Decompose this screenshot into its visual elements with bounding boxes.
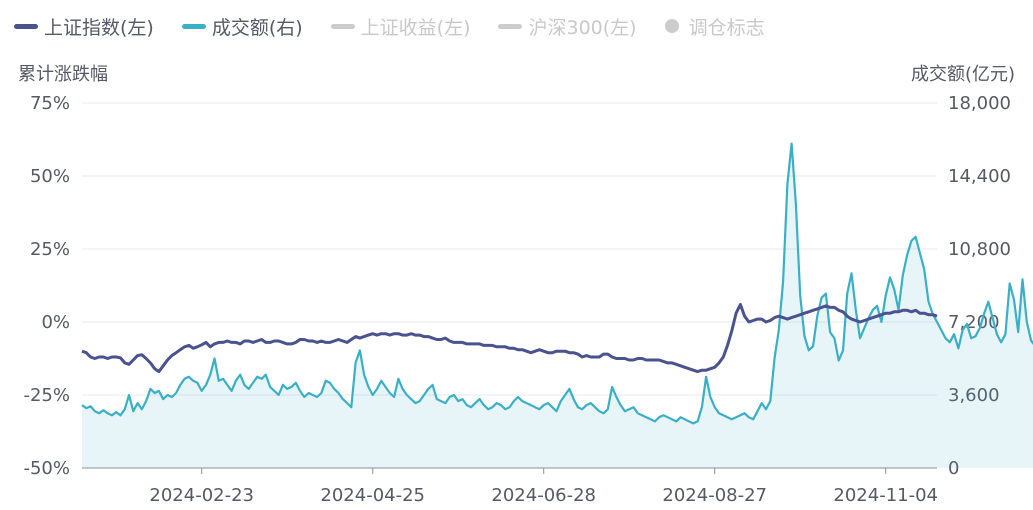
legend-label-shanghai-return: 上证收益(左) [360,16,471,39]
left-tick-label: -50% [23,458,70,479]
turnover-line [81,142,1033,425]
x-tick-label: 2024-11-04 [833,485,938,506]
left-tick-label: 25% [30,239,70,260]
x-tick-label: 2024-04-25 [320,485,425,506]
left-axis-ticks: 75% 50% 25% 0% -25% -50% [23,93,70,479]
left-tick-label: 75% [30,93,70,114]
legend-swatch-shanghai-return [330,23,355,29]
left-tick-label: -25% [23,385,70,406]
legend-item-shanghai-return[interactable]: 上证收益(左) [330,13,471,40]
legend-item-csi300[interactable]: 沪深300(左) [498,13,637,40]
x-tick-label: 2024-08-27 [662,485,767,506]
legend-item-rebalance-flag[interactable]: 调仓标志 [664,13,765,40]
legend: 上证指数(左) 成交额(右) 上证收益(左) 沪深300(左) 调仓标志 [14,12,793,40]
x-tick-label: 2024-06-28 [491,485,596,506]
right-tick-label: 18,000 [948,93,1011,114]
legend-label-rebalance-flag: 调仓标志 [688,16,765,39]
right-tick-label: 3,600 [948,385,1000,406]
x-axis-ticks: 2024-02-23 2024-04-25 2024-06-28 2024-08-27… [149,468,938,506]
legend-label-turnover: 成交额(右) [211,16,303,39]
legend-swatch-csi300 [498,23,523,29]
legend-swatch-shanghai-index [14,23,38,29]
legend-swatch-turnover [181,23,206,29]
x-tick-label: 2024-02-23 [149,485,254,506]
left-tick-label: 50% [30,166,70,187]
left-axis-title: 累计涨跌幅 [18,64,108,85]
right-tick-label: 0 [948,458,959,479]
right-tick-label: 14,400 [948,166,1011,187]
legend-item-turnover[interactable]: 成交额(右) [181,13,303,40]
legend-label-shanghai-index: 上证指数(左) [44,16,154,39]
right-tick-label: 7,200 [948,312,1000,333]
left-tick-label: 0% [41,312,70,333]
right-axis-title: 成交额(亿元) [910,64,1015,85]
right-axis-ticks: 18,000 14,400 10,800 7,200 3,600 0 [948,93,1011,479]
turnover-area [82,143,1033,468]
shanghai-index-line [81,303,938,374]
right-tick-label: 10,800 [948,239,1011,260]
legend-item-shanghai-index[interactable]: 上证指数(左) [14,13,154,40]
legend-label-csi300: 沪深300(左) [528,16,637,39]
legend-dot-rebalance-flag [664,19,679,33]
